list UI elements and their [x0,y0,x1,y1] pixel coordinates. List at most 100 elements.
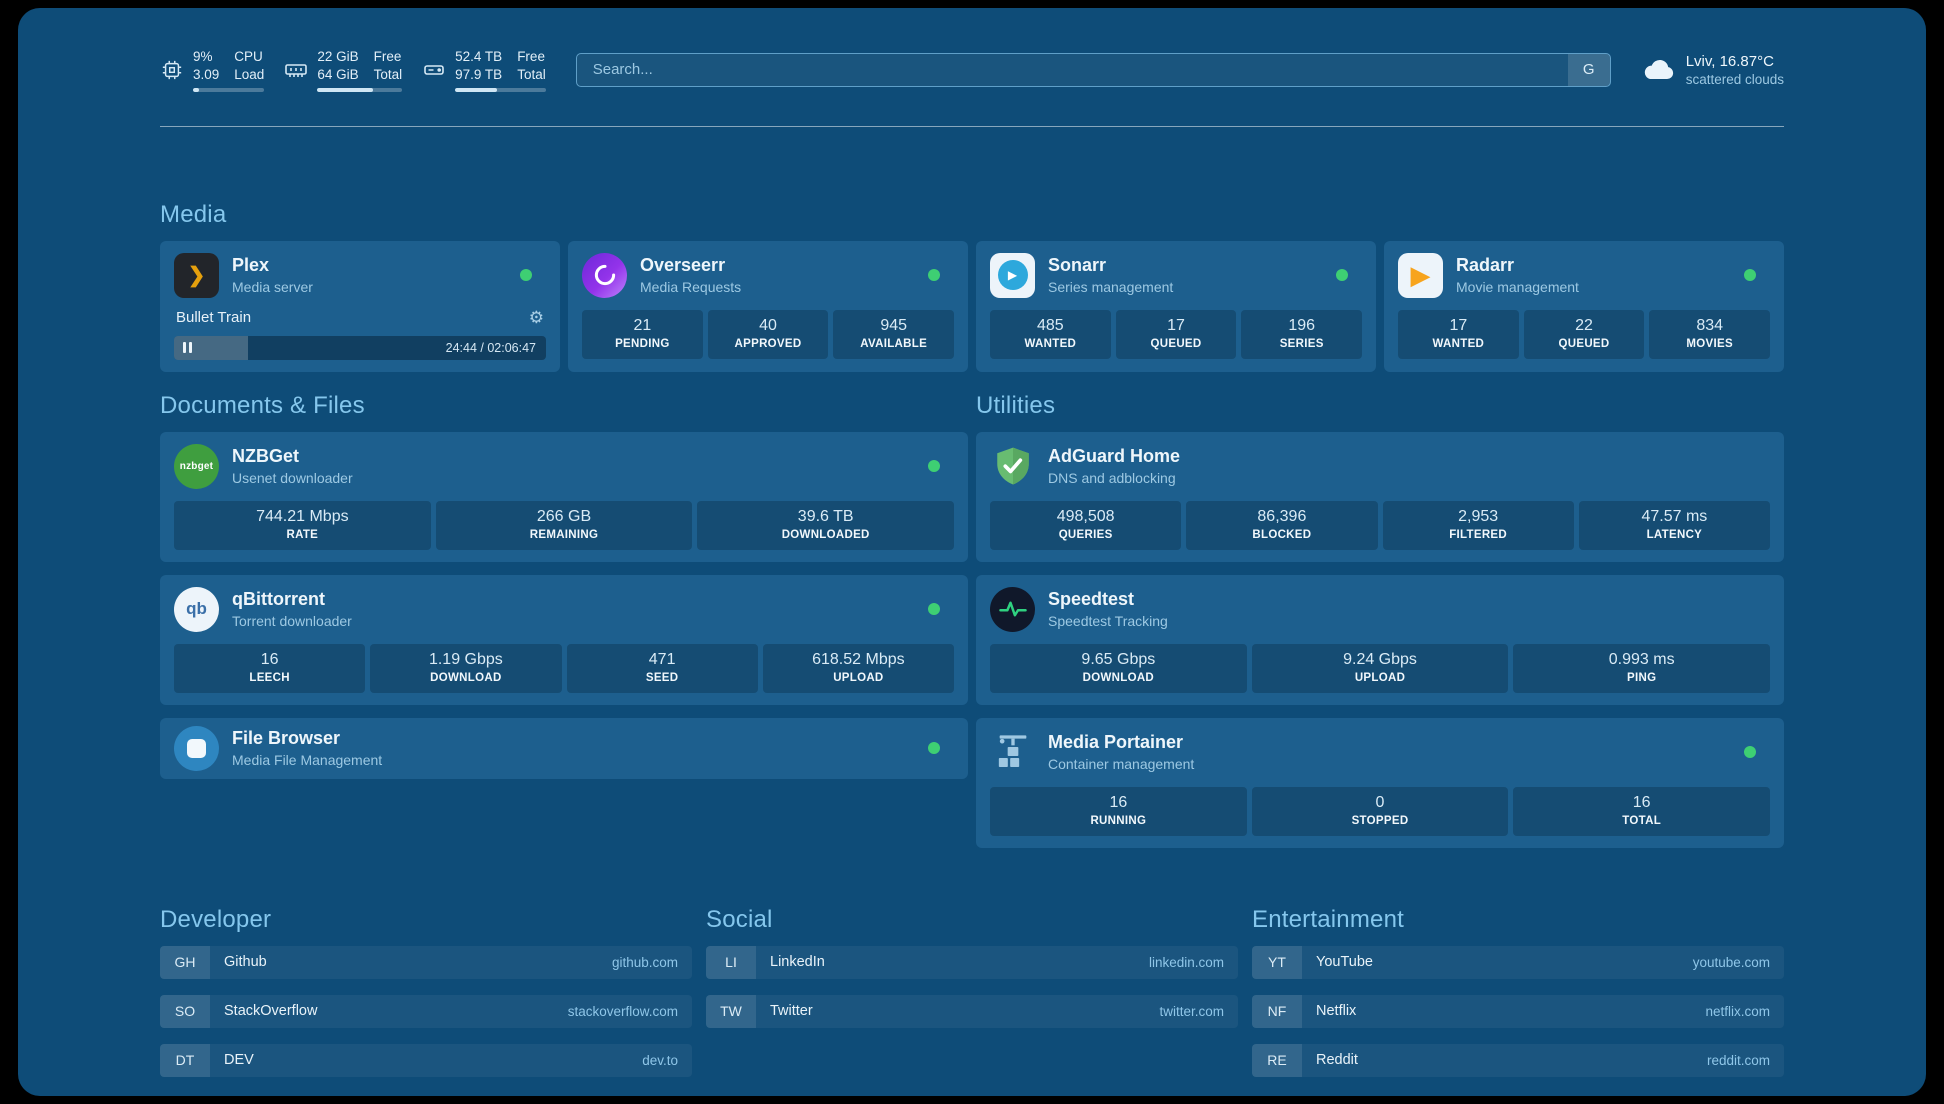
radarr-icon: ▶ [1398,252,1443,298]
service-title: File Browser [232,728,341,749]
bookmark-domain: twitter.com [1159,1003,1224,1019]
search-input[interactable] [576,53,1568,86]
bookmark-netflix[interactable]: NF Netflix netflix.com [1252,994,1784,1028]
bookmark-domain: netflix.com [1705,1003,1770,1019]
stat-tile: 1.19 Gbps DOWNLOAD [370,643,562,693]
bookmark-github[interactable]: GH Github github.com [160,945,692,979]
section-title-social: Social [706,905,773,933]
memory-stats: 22 GiB 64 GiB Free Total [284,48,403,92]
status-dot [1744,269,1756,282]
bookmark-abbr: LI [706,945,756,979]
cpu-usage-bar [193,87,265,92]
service-card-qbittorrent[interactable]: qb qBittorrent Torrent downloader 16 LEE… [160,574,968,705]
resource-widgets: 9% 3.09 CPU Load [160,48,546,92]
bookmark-abbr: TW [706,994,756,1028]
status-dot [928,269,940,282]
bookmark-name: DEV [224,1052,254,1069]
service-card-filebrowser[interactable]: File Browser Media File Management [160,717,968,779]
bookmark-abbr: DT [160,1043,210,1077]
top-bar: 9% 3.09 CPU Load [160,8,1784,92]
player-time: 24:44 / 02:06:47 [445,340,536,355]
bookmark-name: Twitter [770,1003,813,1020]
search-bar: G [575,52,1611,87]
stat-tile: 16 TOTAL [1513,786,1771,836]
plex-icon: ❯ [174,252,219,298]
player-progress-bar: 24:44 / 02:06:47 [174,335,546,360]
memory-total-value: 64 GiB [317,66,359,82]
disk-total-value: 97.9 TB [455,66,503,82]
service-card-speedtest[interactable]: Speedtest Speedtest Tracking 9.65 Gbps D… [976,574,1784,705]
bookmark-name: StackOverflow [224,1003,318,1020]
service-subtitle: Media server [232,279,313,296]
section-title-utilities: Utilities [976,391,1056,419]
stat-tile: 945 AVAILABLE [833,309,955,359]
bookmark-name: Reddit [1316,1052,1358,1069]
bookmark-domain: youtube.com [1692,954,1770,970]
bookmark-name: YouTube [1316,954,1373,971]
stat-tile: 16 LEECH [174,643,366,693]
status-dot [928,742,940,755]
service-subtitle: Movie management [1456,279,1579,296]
memory-free-label: Free [373,49,402,64]
bookmark-dev[interactable]: DT DEV dev.to [160,1043,692,1077]
bookmark-reddit[interactable]: RE Reddit reddit.com [1252,1043,1784,1077]
bookmark-domain: linkedin.com [1148,954,1224,970]
service-card-overseerr[interactable]: Overseerr Media Requests 21 PENDING 40 A… [568,240,968,372]
sonarr-icon: ▶ [990,252,1035,298]
section-media: Media ❯ Plex Media server Bullet Train [160,201,1784,372]
service-title: AdGuard Home [1048,446,1181,467]
search-provider-button[interactable]: G [1567,53,1610,86]
cpu-load-value: 3.09 [193,66,220,82]
stat-tile: 0 STOPPED [1251,786,1509,836]
bookmark-youtube[interactable]: YT YouTube youtube.com [1252,945,1784,979]
cpu-load-label: Load [234,66,265,82]
stat-tile: 744.21 Mbps RATE [174,500,431,550]
service-card-nzbget[interactable]: nzbget NZBGet Usenet downloader 744.21 M… [160,431,968,562]
service-card-plex[interactable]: ❯ Plex Media server Bullet Train ⚙ [160,240,560,372]
stat-tile: 485 WANTED [990,309,1111,359]
memory-free-value: 22 GiB [317,49,359,64]
cpu-usage-value: 9% [193,49,213,64]
service-title: Speedtest [1048,589,1135,610]
stat-tile: 17 QUEUED [1115,309,1237,359]
disk-free-value: 52.4 TB [455,49,503,64]
memory-icon [284,58,308,82]
stat-tile: 9.24 Gbps UPLOAD [1251,643,1509,693]
service-card-sonarr[interactable]: ▶ Sonarr Series management 485 WANTED [976,240,1376,372]
stat-tile: 9.65 Gbps DOWNLOAD [990,643,1247,693]
gear-icon[interactable]: ⚙ [528,307,544,327]
status-dot [928,603,940,616]
service-card-adguard[interactable]: AdGuard Home DNS and adblocking 498,508 … [976,431,1784,562]
disk-free-label: Free [517,49,545,64]
bookmark-domain: dev.to [642,1052,678,1068]
service-title: Plex [232,255,270,276]
cpu-label: CPU [234,49,263,64]
bookmark-group-social: Social LI LinkedIn linkedin.com TW Twitt… [706,906,1238,1028]
service-title: Overseerr [640,255,726,276]
stat-tile: 86,396 BLOCKED [1186,500,1378,550]
service-subtitle: Torrent downloader [232,613,352,630]
stat-tile: 834 MOVIES [1649,309,1771,359]
overseerr-icon [582,252,627,298]
nzbget-icon: nzbget [174,443,219,489]
service-subtitle: Usenet downloader [232,470,353,487]
filebrowser-icon [174,725,219,771]
section-utilities: Utilities AdGuard Home DNS and adblockin… [976,392,1784,848]
disk-icon [422,58,446,82]
stat-tile: 266 GB REMAINING [435,500,693,550]
service-title: NZBGet [232,446,299,467]
bookmark-name: Netflix [1316,1003,1357,1020]
stat-tile: 47.57 ms LATENCY [1578,500,1770,550]
memory-usage-bar [317,87,403,92]
service-card-portainer[interactable]: Media Portainer Container management 16 … [976,717,1784,848]
stat-tile: 22 QUEUED [1523,309,1645,359]
bookmark-linkedin[interactable]: LI LinkedIn linkedin.com [706,945,1238,979]
stat-tile: 196 SERIES [1241,309,1363,359]
status-dot [520,269,532,282]
cloud-icon [1641,57,1675,83]
stat-tile: 498,508 QUERIES [990,500,1182,550]
bookmark-stackoverflow[interactable]: SO StackOverflow stackoverflow.com [160,994,692,1028]
bookmark-abbr: GH [160,945,210,979]
bookmark-twitter[interactable]: TW Twitter twitter.com [706,994,1238,1028]
service-card-radarr[interactable]: ▶ Radarr Movie management 17 WANTED [1384,240,1784,372]
